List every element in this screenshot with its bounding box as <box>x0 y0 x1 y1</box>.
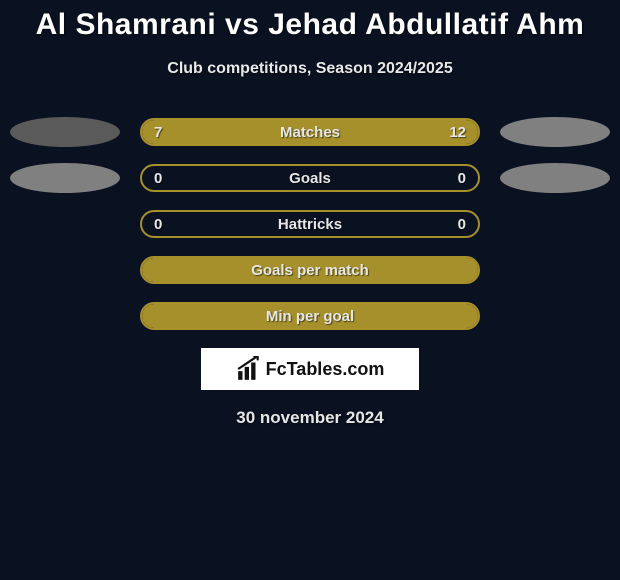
stat-rows: 712Matches 00Goals 00Hattricks Goals per ma… <box>0 118 620 330</box>
team-badge-right <box>500 163 610 193</box>
stat-bar: Goals per match <box>140 256 480 284</box>
stat-bar: 00Goals <box>140 164 480 192</box>
comparison-card: Al Shamrani vs Jehad Abdullatif Ahm Club… <box>0 0 620 428</box>
subtitle: Club competitions, Season 2024/2025 <box>0 60 620 78</box>
team-badge-left <box>10 163 120 193</box>
stat-bar: 00Hattricks <box>140 210 480 238</box>
stat-label: Min per goal <box>142 304 478 328</box>
stat-label: Hattricks <box>142 212 478 236</box>
stat-row: 00Hattricks <box>0 210 620 238</box>
stat-bar: Min per goal <box>140 302 480 330</box>
stat-label: Goals <box>142 166 478 190</box>
bar-chart-icon <box>236 356 262 382</box>
stat-row: 712Matches <box>0 118 620 146</box>
date-text: 30 november 2024 <box>0 408 620 428</box>
stat-bar: 712Matches <box>140 118 480 146</box>
stat-row: 00Goals <box>0 164 620 192</box>
stat-label: Goals per match <box>142 258 478 282</box>
stat-label: Matches <box>142 120 478 144</box>
fctables-logo[interactable]: FcTables.com <box>201 348 419 390</box>
stat-row: Goals per match <box>0 256 620 284</box>
logo-text: FcTables.com <box>266 359 385 380</box>
stat-row: Min per goal <box>0 302 620 330</box>
team-badge-left <box>10 117 120 147</box>
page-title: Al Shamrani vs Jehad Abdullatif Ahm <box>0 8 620 42</box>
team-badge-right <box>500 117 610 147</box>
